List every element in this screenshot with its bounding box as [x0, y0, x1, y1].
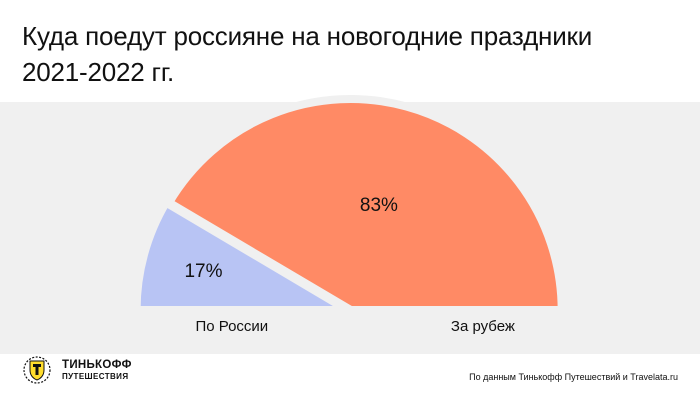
slice-abroad [163, 95, 566, 314]
chart-title: Куда поедут россияне на новогодние празд… [22, 18, 662, 90]
logo-text-product: ПУТЕШЕСТВИЯ [62, 372, 129, 381]
title-line-2: 2021-2022 гг. [22, 57, 174, 87]
slice-russia [132, 197, 363, 314]
category-label-russia: По России [195, 318, 269, 335]
tinkoff-shield-icon [23, 356, 51, 384]
footer [0, 354, 700, 403]
half-pie-chart: 17% 83% [132, 95, 566, 314]
title-line-1: Куда поедут россияне на новогодние празд… [22, 21, 593, 51]
category-label-abroad: За рубеж [450, 318, 515, 335]
value-label-russia: 17% [184, 261, 222, 282]
value-label-abroad: 83% [360, 195, 398, 216]
logo: ТИНЬКОФФ ПУТЕШЕСТВИЯ [22, 353, 182, 387]
logo-text-brand: ТИНЬКОФФ [62, 359, 132, 371]
source-note: По данным Тинькофф Путешествий и Travela… [469, 372, 678, 382]
